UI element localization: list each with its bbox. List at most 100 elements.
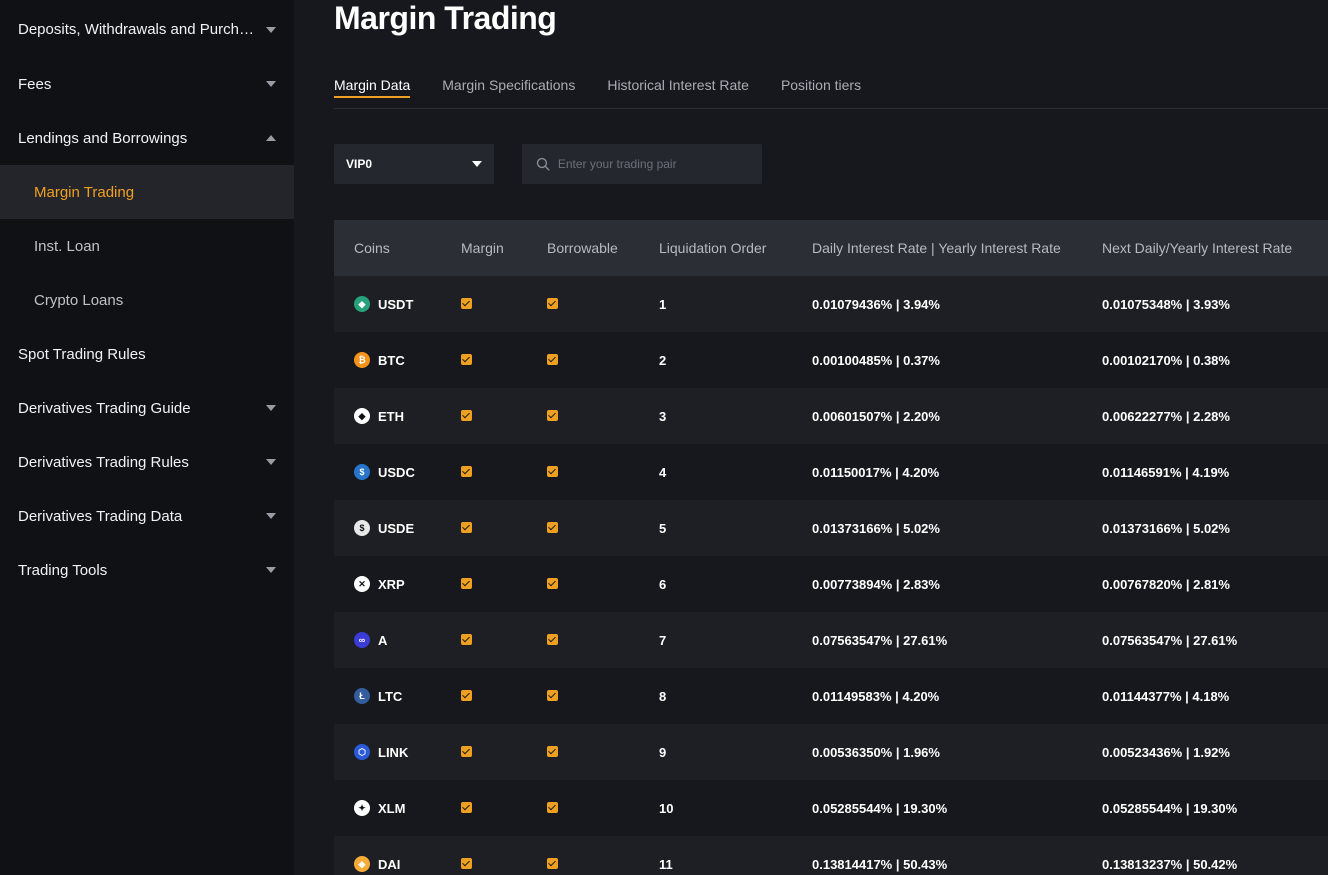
- check-icon: [461, 353, 472, 365]
- table-row: ◆ USDT 1 0.01079436% | 3.94% 0.01075348% | 3…: [334, 276, 1328, 332]
- coin-name: USDE: [378, 520, 415, 536]
- table-row: ✦ XLM 10 0.05285544% | 19.30% 0.05285544% | …: [334, 780, 1328, 836]
- coin-name: ETH: [378, 408, 404, 424]
- sidebar-item-deposits[interactable]: Deposits, Withdrawals and Purcha...: [0, 0, 294, 57]
- interest-rate-cell: 0.07563547% | 27.61%: [812, 632, 948, 648]
- dai-icon: ◈: [354, 856, 370, 872]
- header-liquidation-order: Liquidation Order: [659, 240, 767, 256]
- vip-level-value: VIP0: [346, 157, 373, 171]
- sidebar-item-label: Inst. Loan: [34, 237, 100, 255]
- sidebar-item-spot-trading-rules[interactable]: Spot Trading Rules: [0, 327, 294, 381]
- sidebar-item-label: Spot Trading Rules: [18, 345, 146, 363]
- table-header: Coins Margin Borrowable Liquidation Orde…: [334, 220, 1328, 276]
- interest-rate-cell: 0.00100485% | 0.37%: [812, 352, 940, 368]
- coin-name: LTC: [378, 688, 403, 704]
- tab-position-tiers[interactable]: Position tiers: [780, 77, 862, 93]
- sidebar-item-derivatives-guide[interactable]: Derivatives Trading Guide: [0, 381, 294, 435]
- sidebar-item-derivatives-data[interactable]: Derivatives Trading Data: [0, 489, 294, 543]
- coin-cell: ◈ DAI: [334, 856, 461, 872]
- check-icon: [547, 409, 558, 421]
- next-interest-rate-cell: 0.00767820% | 2.81%: [1102, 576, 1230, 592]
- a-icon: ∞: [354, 632, 370, 648]
- check-icon: [547, 577, 558, 589]
- borrowable-cell: [547, 633, 659, 648]
- next-interest-rate-cell: 0.00622277% | 2.28%: [1102, 408, 1230, 424]
- chevron-down-icon: [266, 513, 276, 519]
- liquidation-order-cell: 4: [659, 464, 667, 480]
- search-input[interactable]: [555, 156, 748, 172]
- coin-name: XRP: [378, 576, 405, 592]
- trading-pair-search: [522, 144, 762, 184]
- xlm-icon: ✦: [354, 800, 370, 816]
- coin-name: USDC: [378, 464, 415, 480]
- table-row: $ USDE 5 0.01373166% | 5.02% 0.01373166% | 5…: [334, 500, 1328, 556]
- next-interest-rate-cell: 0.05285544% | 19.30%: [1102, 800, 1238, 816]
- table-row: ✕ XRP 6 0.00773894% | 2.83% 0.00767820% | 2.…: [334, 556, 1328, 612]
- coin-cell: ⬡ LINK: [334, 744, 461, 760]
- xrp-icon: ✕: [354, 576, 370, 592]
- sidebar-item-label: Deposits, Withdrawals and Purcha...: [18, 21, 256, 38]
- sidebar-item-label: Crypto Loans: [34, 291, 124, 309]
- borrowable-cell: [547, 745, 659, 760]
- sidebar-item-crypto-loans[interactable]: Crypto Loans: [0, 273, 294, 327]
- margin-cell: [461, 633, 547, 648]
- margin-cell: [461, 801, 547, 816]
- coin-name: LINK: [378, 744, 409, 760]
- coin-cell: ₿ BTC: [334, 352, 461, 368]
- tab-margin-data[interactable]: Margin Data: [334, 66, 411, 98]
- check-icon: [547, 521, 558, 533]
- borrowable-cell: [547, 577, 659, 592]
- coin-cell: ◆ USDT: [334, 296, 461, 312]
- margin-data-table: Coins Margin Borrowable Liquidation Orde…: [334, 220, 1328, 875]
- next-interest-rate-cell: 0.01144377% | 4.18%: [1102, 688, 1230, 704]
- sidebar-item-derivatives-rules[interactable]: Derivatives Trading Rules: [0, 435, 294, 489]
- chevron-down-icon: [266, 405, 276, 411]
- sidebar-item-fees[interactable]: Fees: [0, 57, 294, 111]
- chevron-down-icon: [266, 459, 276, 465]
- sidebar-item-margin-trading[interactable]: Margin Trading: [0, 165, 294, 219]
- next-interest-rate-cell: 0.01075348% | 3.93%: [1102, 296, 1230, 312]
- sidebar-item-inst-loan[interactable]: Inst. Loan: [0, 219, 294, 273]
- next-interest-rate-cell: 0.07563547% | 27.61%: [1102, 632, 1238, 648]
- borrowable-cell: [547, 297, 659, 312]
- tab-margin-specifications[interactable]: Margin Specifications: [442, 77, 576, 93]
- check-icon: [461, 521, 472, 533]
- table-row: $ USDC 4 0.01150017% | 4.20% 0.01146591% | 4…: [334, 444, 1328, 500]
- header-next-rate: Next Daily/Yearly Interest Rate: [1102, 240, 1293, 256]
- coin-cell: Ł LTC: [334, 688, 461, 704]
- sidebar-item-label: Fees: [18, 75, 52, 93]
- sidebar-item-label: Derivatives Trading Guide: [18, 399, 191, 417]
- vip-level-select[interactable]: VIP0: [334, 144, 494, 184]
- sidebar: Deposits, Withdrawals and Purcha... Fees…: [0, 0, 294, 875]
- chevron-up-icon: [266, 135, 276, 141]
- interest-rate-cell: 0.00773894% | 2.83%: [812, 576, 940, 592]
- check-icon: [547, 745, 558, 757]
- next-interest-rate-cell: 0.01373166% | 5.02%: [1102, 520, 1230, 536]
- margin-cell: [461, 409, 547, 424]
- ltc-icon: Ł: [354, 688, 370, 704]
- header-daily-yearly-rate: Daily Interest Rate | Yearly Interest Ra…: [812, 240, 1061, 256]
- coin-cell: ✦ XLM: [334, 800, 461, 816]
- sidebar-item-lendings[interactable]: Lendings and Borrowings: [0, 111, 294, 165]
- liquidation-order-cell: 7: [659, 632, 667, 648]
- sidebar-item-label: Derivatives Trading Rules: [18, 453, 189, 471]
- coin-cell: ✕ XRP: [334, 576, 461, 592]
- sidebar-item-trading-tools[interactable]: Trading Tools: [0, 543, 294, 597]
- chevron-down-icon: [266, 26, 276, 33]
- borrowable-cell: [547, 521, 659, 536]
- usdt-icon: ◆: [354, 296, 370, 312]
- next-interest-rate-cell: 0.00523436% | 1.92%: [1102, 744, 1230, 760]
- search-icon: [536, 157, 550, 171]
- check-icon: [461, 857, 472, 869]
- borrowable-cell: [547, 409, 659, 424]
- borrowable-cell: [547, 465, 659, 480]
- liquidation-order-cell: 6: [659, 576, 667, 592]
- borrowable-cell: [547, 689, 659, 704]
- interest-rate-cell: 0.01079436% | 3.94%: [812, 296, 940, 312]
- margin-cell: [461, 465, 547, 480]
- tab-historical-interest-rate[interactable]: Historical Interest Rate: [607, 77, 749, 93]
- liquidation-order-cell: 5: [659, 520, 667, 536]
- margin-cell: [461, 745, 547, 760]
- borrowable-cell: [547, 857, 659, 872]
